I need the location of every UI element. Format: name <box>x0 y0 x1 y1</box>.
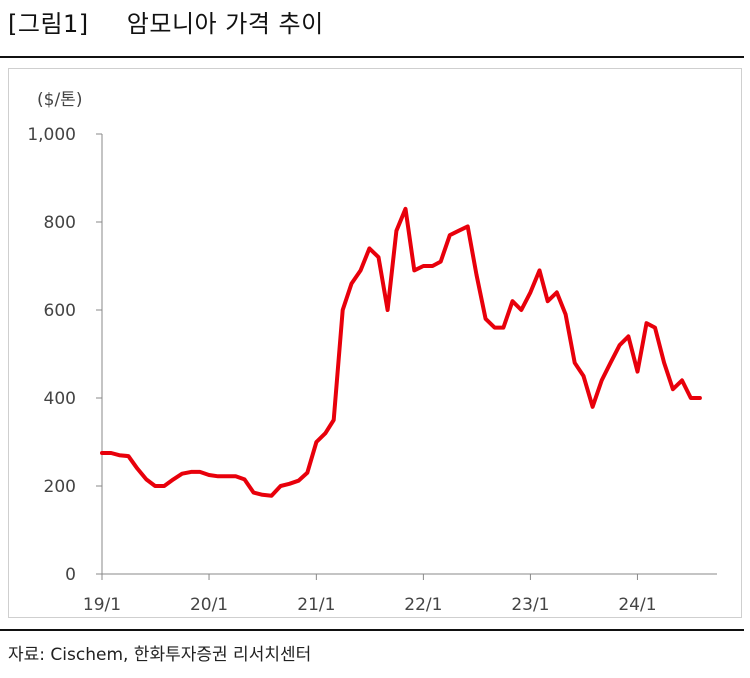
y-tick-label: 1,000 <box>27 125 76 145</box>
x-tick-label: 22/1 <box>404 595 442 615</box>
y-tick-label: 600 <box>44 301 76 321</box>
y-tick-label: 800 <box>44 213 76 233</box>
y-tick-label: 200 <box>44 477 76 497</box>
x-tick-label: 20/1 <box>190 595 228 615</box>
x-tick-label: 19/1 <box>83 595 121 615</box>
x-tick-label: 21/1 <box>297 595 335 615</box>
price-series-line <box>100 206 702 498</box>
y-axis-unit-label: ($/톤) <box>37 90 82 110</box>
x-tick-label: 23/1 <box>511 595 549 615</box>
bottom-rule <box>0 629 744 631</box>
source-note: 자료: Cischem, 한화투자증권 리서치센터 <box>8 645 312 665</box>
figure-header: [그림1] 암모니아 가격 추이 <box>8 4 324 39</box>
figure-label: [그림1] <box>8 10 89 38</box>
y-tick-label: 0 <box>65 565 76 585</box>
top-rule <box>0 56 744 58</box>
line-chart: ($/톤) 0 200 400 600 800 1,000 19/1 20/1 21/1 22/1 2… <box>27 90 717 615</box>
chart-frame: ($/톤) 0 200 400 600 800 1,000 19/1 20/1 21/1 22/1 2… <box>8 68 742 618</box>
x-tick-label: 24/1 <box>618 595 656 615</box>
figure-title: 암모니아 가격 추이 <box>126 10 324 38</box>
y-tick-label: 400 <box>44 389 76 409</box>
